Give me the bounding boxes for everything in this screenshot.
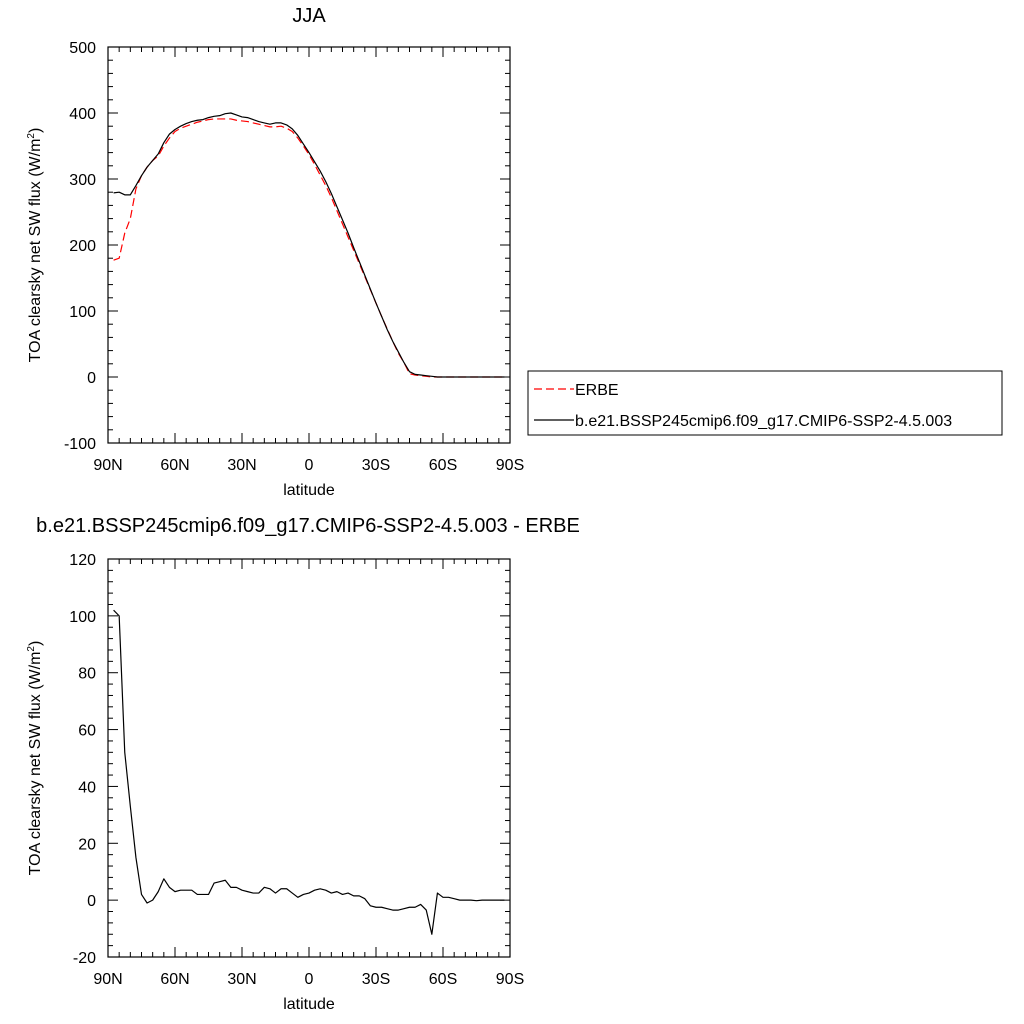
x-tick-label: 30S <box>362 457 390 474</box>
y-axis-label-main: TOA clearsky net SW flux (W/m <box>27 139 44 363</box>
legend: ERBE b.e21.BSSP245cmip6.f09_g17.CMIP6-SSP… <box>527 370 1003 436</box>
x-tick-label: 60S <box>429 457 457 474</box>
x-tick-label: 30S <box>362 971 390 988</box>
y-axis-label-close: ) <box>27 641 44 646</box>
x-tick-label: 30N <box>227 971 256 988</box>
legend-entry-label: ERBE <box>575 382 619 399</box>
y-tick-label: 20 <box>78 836 96 853</box>
x-tick-label: 60S <box>429 971 457 988</box>
legend-entry-label: b.e21.BSSP245cmip6.f09_g17.CMIP6-SSP2-4.… <box>575 413 952 430</box>
x-axis-label: latitude <box>283 996 335 1013</box>
x-tick-label: 90S <box>496 457 524 474</box>
y-tick-label: 0 <box>87 370 96 387</box>
y-tick-label: 120 <box>69 552 96 569</box>
y-tick-label: -20 <box>73 950 96 967</box>
x-tick-label: 60N <box>160 971 189 988</box>
chart-title: b.e21.BSSP245cmip6.f09_g17.CMIP6-SSP2-4.… <box>36 515 580 537</box>
y-tick-label: 400 <box>69 106 96 123</box>
series-line-b-e21-bssp245cmip6-f09-g17-cmip6-ssp2-4-5-003 <box>113 112 505 378</box>
series-line-erbe <box>113 118 505 378</box>
series-line-1 <box>113 609 505 935</box>
y-tick-label: 300 <box>69 172 96 189</box>
y-tick-label: 100 <box>69 609 96 626</box>
x-tick-label: 60N <box>160 457 189 474</box>
chart-title: JJA <box>292 5 326 27</box>
x-axis-label: latitude <box>283 482 335 499</box>
legend-box <box>527 370 1003 436</box>
chart-panel-2: b.e21.BSSP245cmip6.f09_g17.CMIP6-SSP2-4.… <box>26 515 580 1013</box>
y-tick-label: 0 <box>87 893 96 910</box>
x-tick-label: 0 <box>305 971 314 988</box>
x-tick-label: 30N <box>227 457 256 474</box>
x-tick-label: 90N <box>93 457 122 474</box>
y-tick-label: 40 <box>78 779 96 796</box>
y-axis-label-close: ) <box>27 128 44 133</box>
y-tick-label: 500 <box>69 40 96 57</box>
y-axis-label-main: TOA clearsky net SW flux (W/m <box>27 652 44 876</box>
y-axis-label: TOA clearsky net SW flux (W/m2) <box>26 641 44 876</box>
y-tick-label: 200 <box>69 238 96 255</box>
x-tick-label: 90S <box>496 971 524 988</box>
plot-frame <box>107 46 511 444</box>
y-axis-label-superscript: 2 <box>26 133 37 139</box>
x-tick-label: 90N <box>93 971 122 988</box>
y-axis-label-superscript: 2 <box>26 646 37 652</box>
x-tick-label: 0 <box>305 457 314 474</box>
y-tick-label: 80 <box>78 666 96 683</box>
y-tick-label: -100 <box>64 436 96 453</box>
chart-panel-1: JJA 90N 60N 30N 0 30S 60S 90S 500 400 300 200 100 0 -1… <box>26 5 1003 499</box>
y-tick-label: 60 <box>78 723 96 740</box>
y-tick-label: 100 <box>69 304 96 321</box>
y-axis-label: TOA clearsky net SW flux (W/m2) <box>26 128 44 363</box>
